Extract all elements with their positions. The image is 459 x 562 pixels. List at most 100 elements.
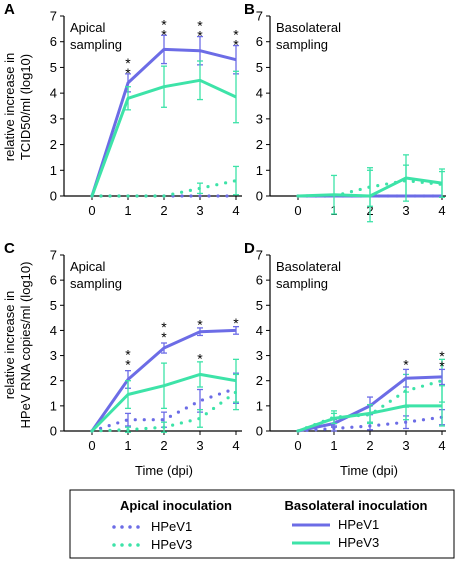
y-axis-label-top-line1: relative increase in bbox=[2, 53, 17, 161]
significance-marker: * bbox=[125, 55, 131, 71]
y-tick-label: 2 bbox=[256, 373, 263, 388]
y-tick-label: 6 bbox=[256, 273, 263, 288]
y-tick-label: 4 bbox=[50, 86, 57, 101]
y-tick-label: 1 bbox=[256, 398, 263, 413]
x-tick-label: 2 bbox=[366, 438, 373, 453]
significance-marker: * bbox=[197, 350, 203, 366]
panel-title-line2: sampling bbox=[70, 37, 122, 52]
significance-marker: * bbox=[439, 358, 445, 374]
x-axis-label-left: Time (dpi) bbox=[135, 463, 193, 478]
y-axis-label-bottom-line2: HPeV RNA copies/ml (log10) bbox=[18, 262, 33, 429]
y-tick-label: 2 bbox=[50, 373, 57, 388]
y-tick-label: 1 bbox=[50, 163, 57, 178]
y-tick-label: 2 bbox=[50, 137, 57, 152]
y-tick-label: 3 bbox=[50, 111, 57, 126]
y-tick-label: 0 bbox=[50, 189, 57, 204]
y-tick-label: 4 bbox=[256, 323, 263, 338]
y-axis-label-top-line2: TCID50/ml (log10) bbox=[18, 54, 33, 160]
y-tick-label: 0 bbox=[50, 424, 57, 439]
panel-letter: C bbox=[4, 240, 15, 257]
x-tick-label: 4 bbox=[232, 438, 239, 453]
y-axis-label-bottom-line1: relative increase in bbox=[2, 291, 17, 399]
series-line bbox=[90, 386, 238, 433]
y-tick-label: 3 bbox=[256, 111, 263, 126]
x-tick-label: 2 bbox=[160, 438, 167, 453]
y-tick-label: 1 bbox=[50, 398, 57, 413]
series-basolateral-hpev3 bbox=[90, 60, 239, 197]
y-tick-label: 6 bbox=[50, 34, 57, 49]
significance-marker: * bbox=[233, 315, 239, 331]
x-tick-label: 0 bbox=[294, 438, 301, 453]
x-tick-label: 1 bbox=[330, 438, 337, 453]
series-basolateral-hpev3 bbox=[297, 154, 445, 223]
y-tick-label: 5 bbox=[256, 298, 263, 313]
significance-marker: * bbox=[125, 65, 131, 81]
x-tick-label: 3 bbox=[196, 203, 203, 218]
y-tick-label: 5 bbox=[256, 60, 263, 75]
panel-b: BBasolateralsampling0123456701234 bbox=[244, 1, 446, 223]
y-tick-label: 3 bbox=[50, 348, 57, 363]
panel-title-line1: Apical bbox=[70, 20, 106, 35]
series-basolateral-hpev3 bbox=[90, 358, 239, 433]
series-apical-hpev3 bbox=[296, 164, 445, 207]
y-tick-label: 2 bbox=[256, 137, 263, 152]
significance-marker: * bbox=[197, 316, 203, 332]
y-tick-label: 0 bbox=[256, 424, 263, 439]
series-apical-hpev3 bbox=[90, 373, 239, 433]
y-tick-label: 5 bbox=[50, 60, 57, 75]
x-axis-label-right: Time (dpi) bbox=[340, 463, 398, 478]
significance-marker: * bbox=[161, 26, 167, 42]
x-tick-label: 1 bbox=[124, 203, 131, 218]
series-basolateral-hpev3 bbox=[297, 385, 445, 433]
y-tick-label: 7 bbox=[256, 248, 263, 263]
x-tick-label: 0 bbox=[294, 203, 301, 218]
legend-label-basolateral-hpev3: HPeV3 bbox=[338, 535, 379, 550]
x-tick-label: 3 bbox=[196, 438, 203, 453]
significance-marker: * bbox=[403, 357, 409, 373]
significance-marker: * bbox=[125, 357, 131, 373]
y-tick-label: 3 bbox=[256, 348, 263, 363]
x-tick-label: 1 bbox=[124, 438, 131, 453]
panel-title-line1: Basolateral bbox=[276, 259, 341, 274]
y-tick-label: 4 bbox=[50, 323, 57, 338]
y-tick-label: 1 bbox=[256, 163, 263, 178]
panel-title-line1: Basolateral bbox=[276, 20, 341, 35]
x-tick-label: 4 bbox=[232, 203, 239, 218]
series-basolateral-hpev1 bbox=[90, 34, 239, 197]
legend-label-apical-hpev3: HPeV3 bbox=[151, 537, 192, 552]
y-tick-label: 7 bbox=[50, 9, 57, 24]
significance-marker: * bbox=[233, 37, 239, 53]
legend-frame bbox=[69, 489, 455, 559]
x-tick-label: 3 bbox=[402, 438, 409, 453]
significance-marker: * bbox=[161, 319, 167, 335]
y-tick-label: 0 bbox=[256, 189, 263, 204]
significance-marker: * bbox=[233, 27, 239, 43]
legend-title-basolateral: Basolateral inoculation bbox=[284, 498, 427, 513]
y-tick-label: 7 bbox=[256, 9, 263, 24]
x-tick-label: 4 bbox=[438, 438, 445, 453]
x-tick-label: 4 bbox=[438, 203, 445, 218]
legend-title-apical: Apical inoculation bbox=[120, 498, 232, 513]
y-tick-label: 5 bbox=[50, 298, 57, 313]
y-tick-label: 4 bbox=[256, 86, 263, 101]
significance-marker: * bbox=[439, 348, 445, 364]
y-tick-label: 7 bbox=[50, 248, 57, 263]
panel-letter: D bbox=[244, 240, 255, 257]
significance-marker: * bbox=[161, 16, 167, 32]
panel-letter: A bbox=[4, 1, 15, 18]
x-tick-label: 2 bbox=[160, 203, 167, 218]
panel-title-line1: Apical bbox=[70, 259, 106, 274]
x-tick-label: 0 bbox=[88, 438, 95, 453]
significance-marker: * bbox=[161, 329, 167, 345]
significance-marker: * bbox=[125, 347, 131, 363]
x-tick-label: 3 bbox=[402, 203, 409, 218]
series-line bbox=[90, 179, 238, 198]
panel-title-line2: sampling bbox=[276, 37, 328, 52]
legend: Apical inoculation Basolateral inoculati… bbox=[69, 489, 455, 559]
significance-marker: * bbox=[197, 28, 203, 44]
significance-marker: * bbox=[197, 18, 203, 34]
legend-label-apical-hpev1: HPeV1 bbox=[151, 519, 192, 534]
